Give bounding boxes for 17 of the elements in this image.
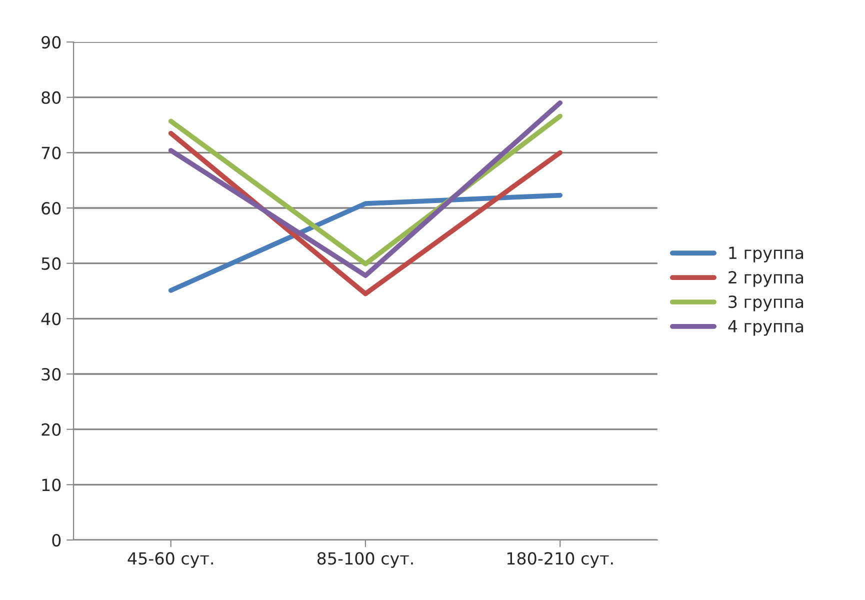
legend-label: 4 группа [728,320,803,336]
y-tick-label: 80 [42,91,61,104]
y-tick-label: 40 [41,312,61,326]
legend-label: 2 группа [728,270,803,287]
y-tick-label: 50 [42,257,61,270]
legend-label: 1 группа [729,246,803,262]
y-tick-label: 60 [42,202,61,215]
y-tick-label: 10 [42,478,61,492]
y-tick-label: 70 [42,146,61,160]
y-tick-label: 30 [42,368,61,381]
x-tick-label: 45-60 сут. [128,552,213,568]
legend-label: 3 группа [728,295,803,312]
x-tick-label: 180-210 сут. [507,552,613,568]
x-tick-label: 85-100 сут. [317,552,413,568]
y-tick-label: 0 [52,534,61,547]
y-tick-label: 20 [42,423,61,436]
y-tick-label: 90 [42,36,61,49]
